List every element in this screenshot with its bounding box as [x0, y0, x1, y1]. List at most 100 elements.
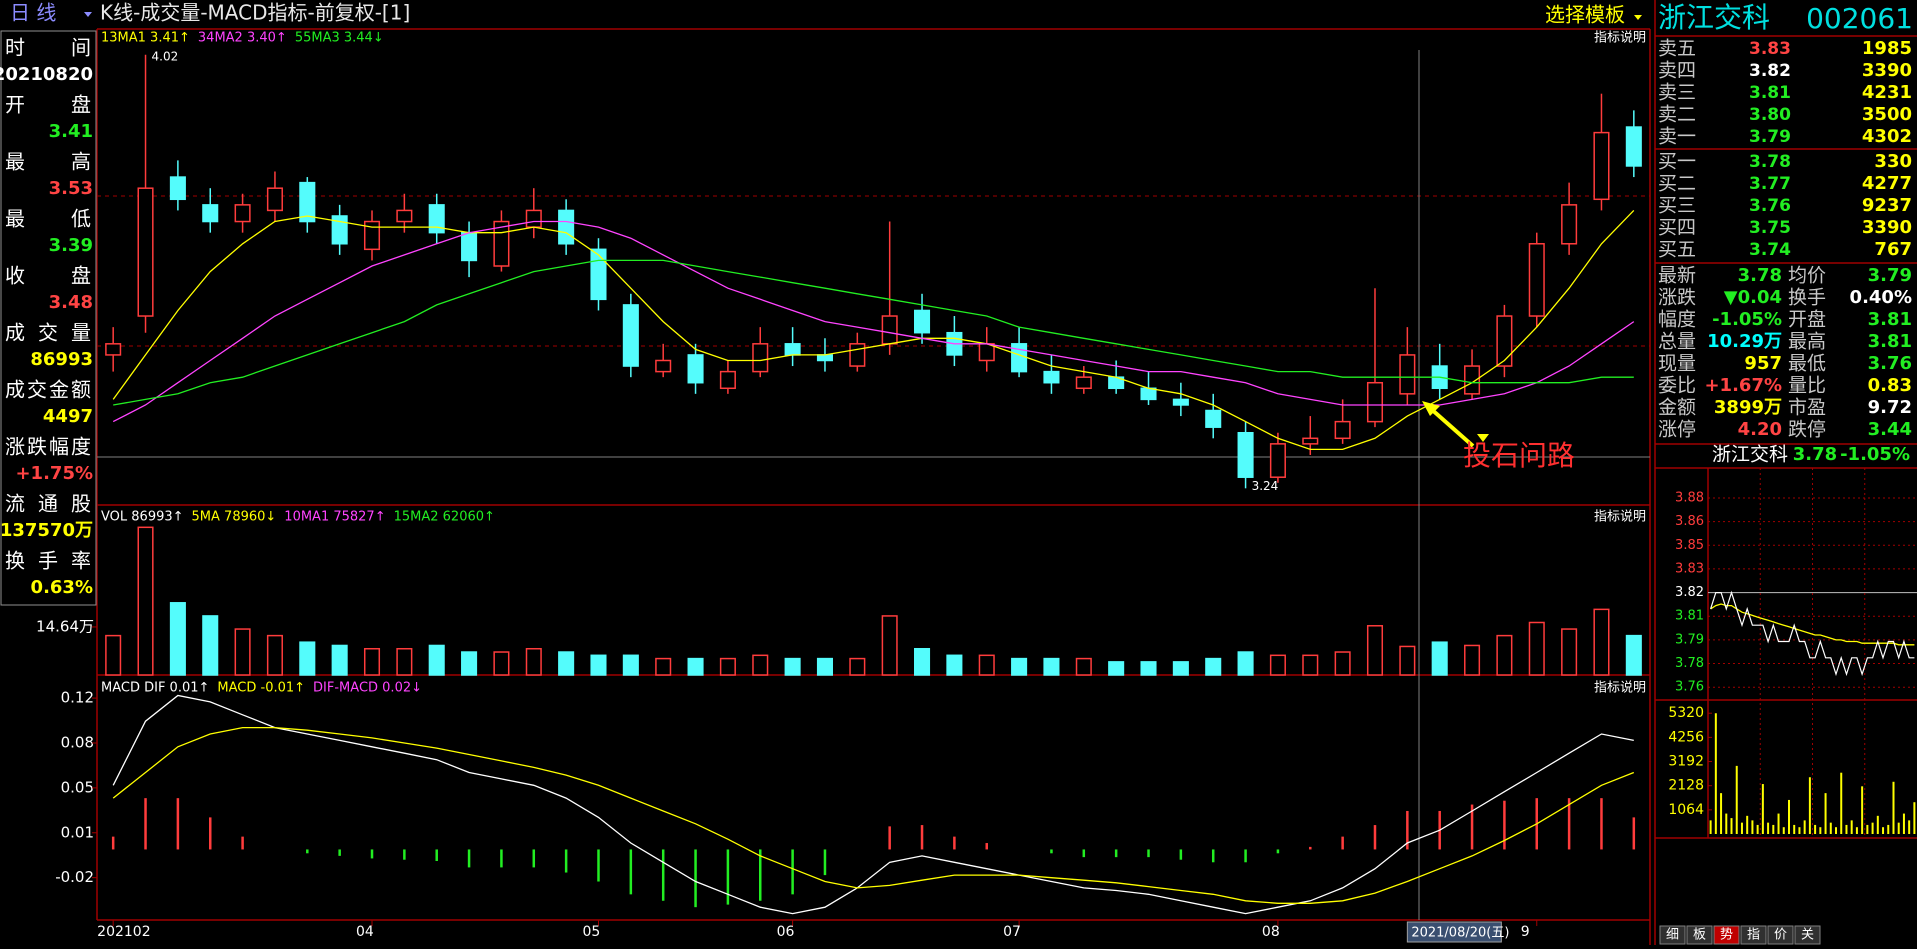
volume-bar [493, 651, 510, 676]
stat-label: 现量 [1658, 353, 1696, 375]
volume-bar [169, 602, 186, 676]
template-button[interactable]: 选择模板 [1545, 3, 1625, 27]
book-price: 3.74 [1749, 240, 1791, 260]
legend-item: 55MA3 3.44↓ [295, 31, 384, 46]
x-tick-label: 05 [582, 924, 600, 940]
info-value: 3.39 [49, 235, 93, 256]
y-tick-label: 0.01 [61, 823, 94, 841]
dropdown-arrow [84, 12, 92, 17]
book-price: 3.78 [1749, 152, 1791, 172]
high-label: 4.02 [152, 49, 179, 63]
volume-bar [461, 651, 478, 676]
book-label: 卖三 [1658, 82, 1696, 104]
stat-value: 10.29万 [1707, 331, 1782, 352]
x-tick-label: 9 [1521, 924, 1530, 940]
volume-bar [1011, 657, 1028, 676]
candle-body [1366, 381, 1384, 423]
dif-line [112, 694, 1634, 915]
info-value: 3.53 [49, 178, 93, 199]
x-tick-label: 07 [1003, 924, 1021, 940]
tab[interactable] [1686, 925, 1713, 945]
avg-price-line [1710, 603, 1915, 646]
tab[interactable] [1713, 925, 1740, 945]
volume-bar [1108, 661, 1125, 676]
volume-bar [234, 628, 251, 676]
tab[interactable] [1659, 925, 1686, 945]
book-volume: 3390 [1862, 60, 1912, 81]
legend-item: 13MA1 3.41↑ [101, 31, 190, 46]
candle-body [1302, 437, 1319, 445]
y-tick-label: -0.02 [55, 868, 94, 886]
ma-line [113, 259, 1634, 406]
candle-body [752, 343, 769, 373]
volume-bar [1043, 657, 1060, 676]
stat-value: 3899万 [1714, 397, 1782, 418]
y-tick-label: 3.88 [1675, 490, 1704, 505]
tab-label[interactable]: 指 [1747, 928, 1760, 943]
stat-label: 市盈 [1788, 397, 1826, 419]
period[interactable]: 日 线 [10, 1, 56, 25]
volume-bar [525, 647, 542, 676]
legend-item: 10MA1 75827↑ [284, 510, 385, 525]
stat-label: 委比 [1658, 375, 1696, 397]
vol-tick-label: 5320 [1668, 705, 1704, 721]
stat-label: 量比 [1788, 375, 1826, 397]
legend-item: 15MA2 62060↑ [394, 510, 495, 525]
tab-label[interactable]: 细 [1666, 928, 1679, 943]
tab-label[interactable]: 板 [1693, 928, 1706, 943]
book-price: 3.77 [1749, 174, 1791, 194]
candle-body [1140, 387, 1157, 401]
volume-bar [622, 654, 639, 676]
help-link[interactable]: 指标说明 [1594, 31, 1646, 46]
intraday-change: -1.05% [1840, 444, 1910, 465]
book-price: 3.79 [1749, 127, 1791, 147]
tab[interactable] [1794, 925, 1821, 945]
stat-value: ▼0.04 [1724, 287, 1782, 308]
book-volume: 3500 [1862, 104, 1912, 125]
info-value: 137570万 [0, 520, 93, 541]
stat-value: 3.81 [1868, 309, 1912, 330]
stat-label: 均价 [1788, 265, 1826, 287]
stat-label: 总量 [1658, 331, 1696, 353]
candle-body [396, 209, 413, 223]
vol-tick-label: 1064 [1668, 802, 1704, 818]
volume-bar [1140, 661, 1157, 676]
cursor-date: 2021/08/20(五) [1411, 926, 1509, 941]
y-tick-label: 3.79 [1675, 632, 1704, 647]
legend-item: MACD DIF 0.01↑ [101, 681, 209, 696]
y-tick-label: 3.83 [1675, 561, 1704, 576]
tab-label[interactable]: 关 [1801, 928, 1814, 943]
info-value: 20210820 [0, 64, 93, 85]
volume-bar [1366, 625, 1384, 676]
candle-body [1269, 443, 1286, 478]
y-tick-label: 0.12 [61, 689, 94, 707]
book-volume: 9237 [1862, 195, 1912, 216]
annotation-arrow [1428, 406, 1475, 448]
candle-body [1205, 409, 1222, 428]
help-link[interactable]: 指标说明 [1594, 510, 1646, 525]
volume-bar [558, 651, 575, 676]
volume-bar [1302, 654, 1319, 676]
candle-body [525, 209, 542, 228]
tab-label[interactable]: 势 [1720, 927, 1733, 943]
tab-label[interactable]: 价 [1774, 928, 1787, 943]
volume-bar [1528, 621, 1545, 676]
stat-value: 3.78 [1738, 265, 1782, 286]
stat-label: 涨跌 [1658, 287, 1696, 309]
candle-body [590, 248, 607, 301]
y-tick-label: 14.64万 [36, 617, 94, 635]
stat-value: +1.67% [1704, 375, 1782, 396]
y-tick-label: 3.86 [1675, 514, 1704, 529]
tab[interactable] [1740, 925, 1767, 945]
low-label: 3.24 [1252, 479, 1279, 493]
help-link[interactable]: 指标说明 [1594, 681, 1646, 696]
tab[interactable] [1767, 925, 1794, 945]
book-price: 3.75 [1749, 218, 1791, 238]
ma-line [112, 209, 1635, 451]
volume-bar [881, 615, 898, 676]
candle-body [622, 304, 639, 367]
candle-body [1172, 398, 1189, 406]
volume-bar [914, 647, 931, 676]
stat-value: 3.81 [1868, 331, 1912, 352]
